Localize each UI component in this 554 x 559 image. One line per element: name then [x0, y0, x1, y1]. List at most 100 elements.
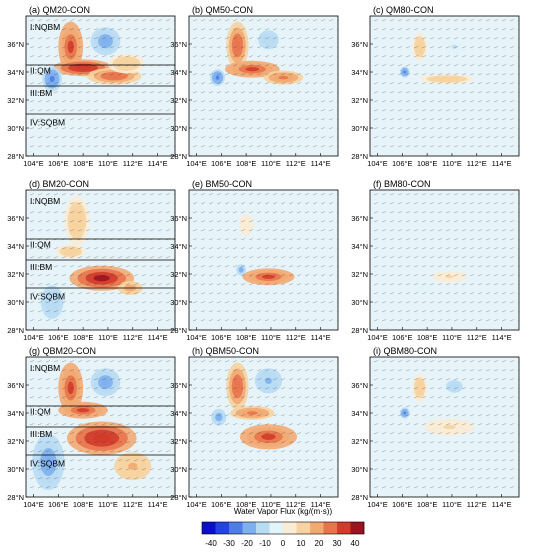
vector-arrow	[224, 274, 230, 277]
vector-arrow	[224, 423, 230, 426]
vector-arrow	[429, 127, 435, 130]
vector-arrow	[240, 82, 246, 85]
vector-arrow	[320, 100, 326, 103]
vector-arrow	[501, 127, 507, 130]
vector-arrow	[501, 28, 507, 31]
vector-arrow	[165, 441, 171, 444]
vector-arrow	[413, 360, 419, 363]
vector-arrow	[477, 468, 483, 471]
vector-arrow	[304, 414, 310, 417]
vector-arrow	[141, 265, 147, 268]
vector-arrow	[445, 238, 451, 241]
vector-arrow	[485, 211, 491, 214]
vector-arrow	[328, 28, 334, 31]
x-tick-label: 108°E	[417, 333, 438, 342]
vector-arrow	[256, 369, 262, 372]
vector-arrow	[453, 396, 459, 399]
vector-arrow	[224, 310, 230, 313]
vector-arrow	[493, 55, 499, 58]
vector-arrow	[437, 19, 443, 22]
vector-arrow	[224, 378, 230, 381]
vector-arrow	[413, 37, 419, 40]
vector-arrow	[312, 202, 318, 205]
vector-arrow	[85, 301, 91, 304]
vector-arrow	[429, 423, 435, 426]
vector-arrow	[304, 369, 310, 372]
vector-arrow	[437, 486, 443, 489]
vector-arrow	[93, 387, 99, 390]
vector-arrow	[29, 256, 35, 259]
vector-arrow	[501, 211, 507, 214]
vector-arrow	[501, 220, 507, 223]
vector-arrow	[117, 118, 123, 121]
vector-arrow	[29, 145, 35, 148]
vector-arrow	[477, 136, 483, 139]
vector-arrow	[192, 459, 198, 462]
vector-arrow	[312, 459, 318, 462]
flux-blob	[75, 65, 91, 70]
vector-arrow	[501, 247, 507, 250]
vector-arrow	[288, 229, 294, 232]
vector-arrow	[264, 46, 270, 49]
vector-arrow	[288, 274, 294, 277]
vector-arrow	[29, 378, 35, 381]
vector-arrow	[477, 450, 483, 453]
vector-arrow	[280, 73, 286, 76]
vector-arrow	[208, 82, 214, 85]
vector-arrow	[405, 91, 411, 94]
vector-arrow	[61, 360, 67, 363]
vector-arrow	[437, 91, 443, 94]
vector-arrow	[216, 64, 222, 67]
vector-arrow	[469, 136, 475, 139]
vector-arrow	[389, 109, 395, 112]
vector-arrow	[312, 450, 318, 453]
vector-arrow	[288, 360, 294, 363]
vector-arrow	[85, 360, 91, 363]
vector-arrow	[93, 73, 99, 76]
vector-arrow	[208, 432, 214, 435]
vector-arrow	[272, 486, 278, 489]
vector-arrow	[312, 19, 318, 22]
y-tick-label: 28°N	[351, 152, 368, 161]
vector-arrow	[133, 319, 139, 322]
vector-arrow	[45, 109, 51, 112]
vector-arrow	[93, 432, 99, 435]
vector-arrow	[45, 396, 51, 399]
vector-arrow	[373, 387, 379, 390]
vector-arrow	[461, 220, 467, 223]
vector-arrow	[165, 432, 171, 435]
vector-arrow	[501, 64, 507, 67]
vector-arrow	[29, 387, 35, 390]
vector-arrow	[61, 46, 67, 49]
x-tick-label: 108°E	[417, 159, 438, 168]
vector-arrow	[149, 468, 155, 471]
vector-arrow	[45, 387, 51, 390]
region-label: I:NQBM	[30, 196, 60, 206]
vector-arrow	[240, 283, 246, 286]
vector-arrow	[421, 256, 427, 259]
vector-arrow	[200, 55, 206, 58]
vector-arrow	[469, 220, 475, 223]
vector-arrow	[397, 414, 403, 417]
vector-arrow	[328, 310, 334, 313]
vector-arrow	[69, 118, 75, 121]
vector-arrow	[509, 220, 515, 223]
vector-arrow	[208, 46, 214, 49]
vector-arrow	[312, 283, 318, 286]
vector-arrow	[165, 486, 171, 489]
vector-arrow	[93, 202, 99, 205]
vector-arrow	[149, 369, 155, 372]
vector-arrow	[240, 265, 246, 268]
vector-arrow	[208, 387, 214, 390]
vector-arrow	[101, 28, 107, 31]
vector-arrow	[296, 100, 302, 103]
vector-arrow	[200, 369, 206, 372]
x-tick-label: 104°E	[367, 333, 388, 342]
vector-arrow	[280, 369, 286, 372]
vector-arrow	[381, 91, 387, 94]
vector-arrow	[461, 229, 467, 232]
vector-arrow	[304, 73, 310, 76]
vector-arrow	[200, 202, 206, 205]
vector-arrow	[453, 423, 459, 426]
vector-arrow	[165, 19, 171, 22]
